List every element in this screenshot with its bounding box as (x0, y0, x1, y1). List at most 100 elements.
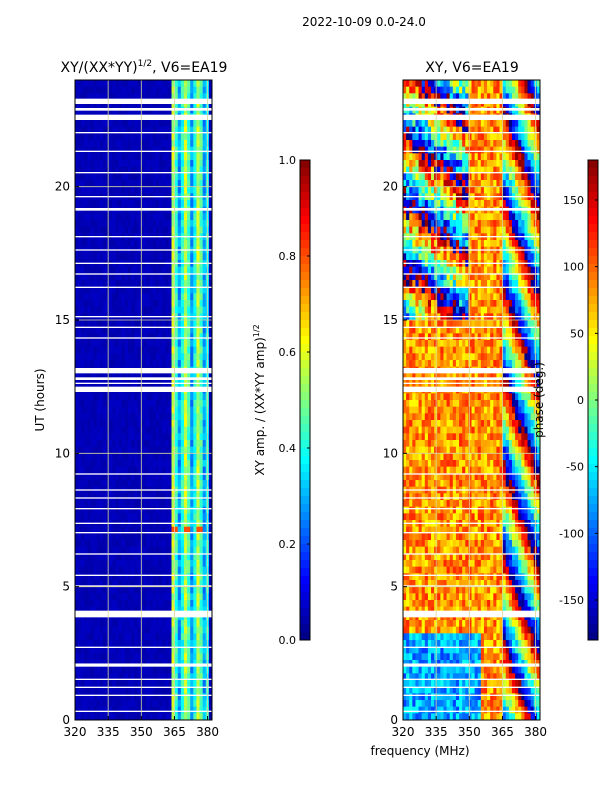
heatmap-cell (168, 413, 172, 421)
heatmap-cell (93, 460, 98, 468)
heatmap-cell (165, 180, 169, 188)
heatmap-cell (168, 146, 172, 154)
heatmap-cell (84, 340, 88, 348)
heatmap-cell (159, 360, 163, 368)
heatmap-cell (143, 573, 148, 581)
heatmap-cell (174, 466, 179, 474)
heatmap-cell (146, 393, 151, 401)
heatmap-cell (193, 566, 197, 574)
heatmap-cell (121, 80, 126, 88)
heatmap-cell (143, 620, 148, 628)
heatmap-cell (199, 400, 204, 408)
heatmap-cell (143, 580, 148, 588)
heatmap-cell (134, 226, 138, 234)
heatmap-cell (196, 633, 200, 641)
heatmap-cell (180, 620, 185, 628)
heatmap-cell (96, 420, 101, 428)
heatmap-cell (208, 326, 213, 334)
heatmap-cell (149, 120, 154, 128)
heatmap-cell (187, 606, 191, 614)
heatmap-cell (171, 133, 176, 141)
heatmap-cell (511, 133, 516, 141)
heatmap-cell (180, 213, 185, 221)
heatmap-cell (127, 500, 132, 508)
colorbar-swatch (300, 472, 310, 481)
heatmap-cell (109, 566, 113, 574)
heatmap-cell (171, 166, 176, 174)
heatmap-cell (455, 86, 460, 94)
heatmap-cell (208, 346, 213, 354)
heatmap-cell (149, 213, 154, 221)
heatmap-cell (168, 473, 172, 481)
heatmap-cell (109, 133, 113, 141)
heatmap-cell (81, 466, 85, 474)
heatmap-cell (415, 133, 419, 141)
heatmap-cell (196, 406, 200, 414)
heatmap-cell (143, 546, 148, 554)
heatmap-cell (81, 533, 85, 541)
heatmap-cell (118, 580, 123, 588)
heatmap-cell (75, 506, 79, 514)
heatmap-cell (527, 126, 532, 134)
heatmap-cell (115, 553, 119, 561)
heatmap-cell (165, 426, 169, 434)
heatmap-cell (115, 573, 119, 581)
heatmap-cell (449, 126, 454, 134)
heatmap-cell (196, 133, 200, 141)
heatmap-cell (137, 653, 141, 661)
heatmap-cell (177, 293, 182, 301)
heatmap-cell (499, 140, 504, 148)
heatmap-cell (134, 513, 138, 521)
heatmap-cell (208, 460, 213, 468)
heatmap-cell (118, 686, 123, 694)
heatmap-cell (121, 533, 126, 541)
heatmap-cell (87, 686, 91, 694)
heatmap-cell (118, 320, 123, 328)
heatmap-cell (165, 693, 169, 701)
heatmap-cell (96, 673, 101, 681)
heatmap-cell (115, 633, 119, 641)
heatmap-cell (159, 560, 163, 568)
heatmap-cell (84, 140, 88, 148)
heatmap-cell (109, 546, 113, 554)
heatmap-cell (196, 553, 200, 561)
heatmap-cell (152, 306, 157, 314)
heatmap-cell (118, 346, 123, 354)
heatmap-cell (146, 686, 151, 694)
heatmap-cell (131, 473, 135, 481)
heatmap-cell (155, 426, 160, 434)
heatmap-cell (96, 646, 101, 654)
heatmap-cell (134, 220, 138, 228)
heatmap-cell (87, 273, 91, 281)
heatmap-cell (78, 160, 82, 168)
heatmap-cell (171, 700, 176, 708)
heatmap-cell (177, 93, 182, 101)
heatmap-cell (171, 286, 176, 294)
heatmap-cell (75, 333, 79, 341)
heatmap-cell (143, 566, 148, 574)
heatmap-cell (187, 453, 191, 461)
heatmap-cell (112, 446, 116, 454)
heatmap-cell (93, 153, 98, 161)
heatmap-cell (193, 126, 197, 134)
heatmap-cell (180, 420, 185, 428)
heatmap-cell (190, 573, 194, 581)
heatmap-cell (196, 413, 200, 421)
heatmap-cell (183, 560, 188, 568)
heatmap-cell (115, 413, 119, 421)
heatmap-cell (180, 466, 185, 474)
heatmap-cell (109, 393, 113, 401)
heatmap-cell (143, 426, 148, 434)
heatmap-cell (193, 646, 197, 654)
heatmap-cell (112, 453, 116, 461)
heatmap-cell (90, 646, 95, 654)
heatmap-cell (187, 266, 191, 274)
heatmap-cell (99, 420, 104, 428)
heatmap-cell (183, 300, 188, 308)
heatmap-cell (84, 440, 88, 448)
heatmap-cell (208, 453, 213, 461)
heatmap-cell (93, 80, 98, 88)
heatmap-cell (193, 373, 197, 381)
heatmap-cell (155, 680, 160, 688)
heatmap-cell (75, 166, 79, 174)
